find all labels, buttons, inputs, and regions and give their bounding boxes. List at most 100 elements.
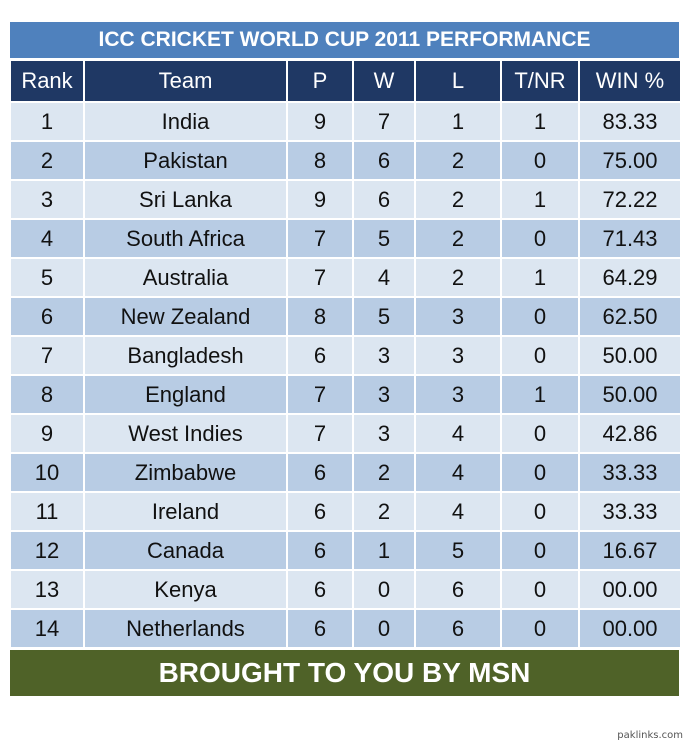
- cell-rank: 10: [9, 452, 85, 493]
- cell-team: England: [83, 374, 288, 415]
- cell-won: 3: [352, 335, 416, 376]
- cell-win-percent: 00.00: [578, 569, 682, 610]
- cell-rank: 5: [9, 257, 85, 298]
- cell-win-percent: 33.33: [578, 452, 682, 493]
- cell-won: 3: [352, 374, 416, 415]
- cell-rank: 1: [9, 101, 85, 142]
- cell-win-percent: 00.00: [578, 608, 682, 649]
- table-row: 3 Sri Lanka 9 6 2 1 72.22: [9, 179, 682, 220]
- cell-played: 7: [286, 413, 354, 454]
- cell-win-percent: 33.33: [578, 491, 682, 532]
- cell-rank: 14: [9, 608, 85, 649]
- cell-won: 1: [352, 530, 416, 571]
- cell-win-percent: 71.43: [578, 218, 682, 259]
- cell-played: 6: [286, 530, 354, 571]
- column-header-win-percent: WIN %: [578, 59, 682, 103]
- standings-table: Rank Team P W L T/NR WIN % 1 India 9 7 1 1 83.…: [9, 59, 682, 649]
- cell-tied-no-result: 0: [500, 608, 580, 649]
- cell-played: 6: [286, 335, 354, 376]
- cell-team: Pakistan: [83, 140, 288, 181]
- cell-win-percent: 72.22: [578, 179, 682, 220]
- cell-lost: 5: [414, 530, 502, 571]
- cell-rank: 4: [9, 218, 85, 259]
- cell-win-percent: 50.00: [578, 374, 682, 415]
- cell-team: Netherlands: [83, 608, 288, 649]
- cell-played: 9: [286, 179, 354, 220]
- cell-won: 0: [352, 608, 416, 649]
- column-header-tied-no-result: T/NR: [500, 59, 580, 103]
- cell-won: 5: [352, 296, 416, 337]
- footer-banner: BROUGHT TO YOU BY MSN: [9, 649, 680, 697]
- column-header-team: Team: [83, 59, 288, 103]
- cell-lost: 2: [414, 179, 502, 220]
- cell-won: 2: [352, 452, 416, 493]
- cell-lost: 3: [414, 296, 502, 337]
- column-header-lost: L: [414, 59, 502, 103]
- cell-team: New Zealand: [83, 296, 288, 337]
- cell-played: 6: [286, 608, 354, 649]
- cell-win-percent: 16.67: [578, 530, 682, 571]
- cell-lost: 2: [414, 218, 502, 259]
- cell-tied-no-result: 0: [500, 491, 580, 532]
- cell-played: 7: [286, 218, 354, 259]
- table-row: 10 Zimbabwe 6 2 4 0 33.33: [9, 452, 682, 493]
- cell-lost: 6: [414, 569, 502, 610]
- cell-played: 6: [286, 491, 354, 532]
- cell-lost: 3: [414, 335, 502, 376]
- column-header-won: W: [352, 59, 416, 103]
- cell-tied-no-result: 0: [500, 335, 580, 376]
- table-row: 13 Kenya 6 0 6 0 00.00: [9, 569, 682, 610]
- cell-team: Kenya: [83, 569, 288, 610]
- cell-win-percent: 50.00: [578, 335, 682, 376]
- cell-played: 8: [286, 296, 354, 337]
- table-row: 9 West Indies 7 3 4 0 42.86: [9, 413, 682, 454]
- cell-won: 7: [352, 101, 416, 142]
- column-header-rank: Rank: [9, 59, 85, 103]
- cell-rank: 9: [9, 413, 85, 454]
- cell-rank: 13: [9, 569, 85, 610]
- cell-tied-no-result: 0: [500, 569, 580, 610]
- cell-tied-no-result: 0: [500, 218, 580, 259]
- cell-played: 6: [286, 569, 354, 610]
- cell-win-percent: 83.33: [578, 101, 682, 142]
- cell-team: Zimbabwe: [83, 452, 288, 493]
- header-row: Rank Team P W L T/NR WIN %: [9, 59, 682, 103]
- table-row: 1 India 9 7 1 1 83.33: [9, 101, 682, 142]
- cell-rank: 8: [9, 374, 85, 415]
- cell-team: Ireland: [83, 491, 288, 532]
- cell-played: 6: [286, 452, 354, 493]
- cell-rank: 11: [9, 491, 85, 532]
- cell-tied-no-result: 0: [500, 296, 580, 337]
- column-header-played: P: [286, 59, 354, 103]
- cell-lost: 4: [414, 452, 502, 493]
- cell-tied-no-result: 1: [500, 257, 580, 298]
- cell-team: India: [83, 101, 288, 142]
- cell-win-percent: 75.00: [578, 140, 682, 181]
- cell-tied-no-result: 1: [500, 101, 580, 142]
- cell-lost: 3: [414, 374, 502, 415]
- table-title: ICC CRICKET WORLD CUP 2011 PERFORMANCE: [9, 21, 680, 59]
- table-row: 5 Australia 7 4 2 1 64.29: [9, 257, 682, 298]
- watermark: paklinks.com: [617, 730, 683, 741]
- cell-won: 5: [352, 218, 416, 259]
- table-row: 14 Netherlands 6 0 6 0 00.00: [9, 608, 682, 649]
- cell-tied-no-result: 0: [500, 140, 580, 181]
- cell-lost: 4: [414, 491, 502, 532]
- cell-team: Australia: [83, 257, 288, 298]
- cell-lost: 6: [414, 608, 502, 649]
- table-row: 12 Canada 6 1 5 0 16.67: [9, 530, 682, 571]
- table-row: 6 New Zealand 8 5 3 0 62.50: [9, 296, 682, 337]
- cell-rank: 12: [9, 530, 85, 571]
- cell-team: Bangladesh: [83, 335, 288, 376]
- table-row: 2 Pakistan 8 6 2 0 75.00: [9, 140, 682, 181]
- table-row: 4 South Africa 7 5 2 0 71.43: [9, 218, 682, 259]
- cell-lost: 4: [414, 413, 502, 454]
- cell-won: 0: [352, 569, 416, 610]
- cell-rank: 7: [9, 335, 85, 376]
- cell-tied-no-result: 1: [500, 374, 580, 415]
- cell-rank: 3: [9, 179, 85, 220]
- cell-team: Sri Lanka: [83, 179, 288, 220]
- table-body: 1 India 9 7 1 1 83.33 2 Pakistan 8 6 2 0 75.00 3 Sri La…: [9, 101, 682, 649]
- table-row: 8 England 7 3 3 1 50.00: [9, 374, 682, 415]
- cell-tied-no-result: 0: [500, 530, 580, 571]
